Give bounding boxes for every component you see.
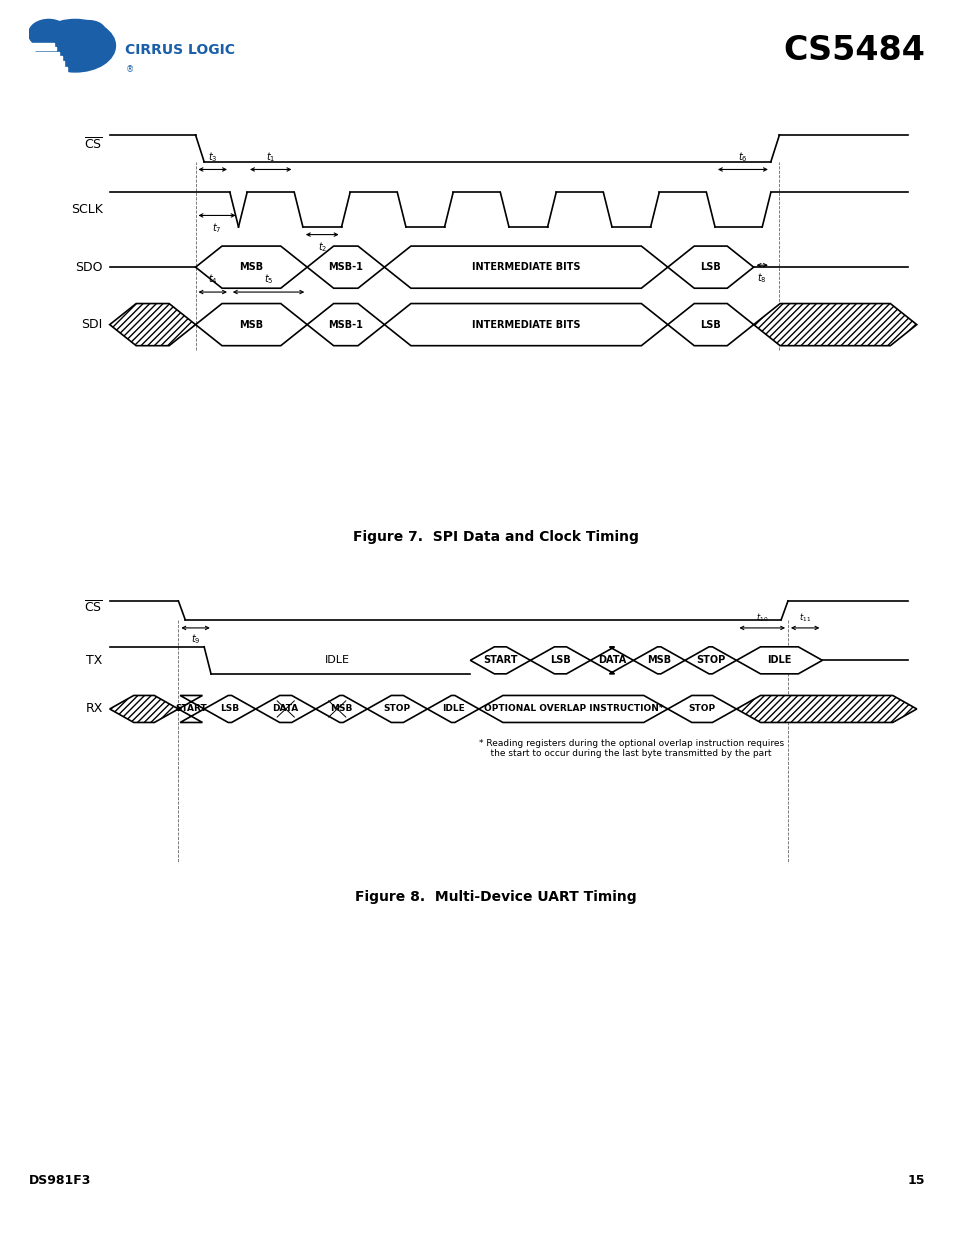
Polygon shape: [590, 647, 633, 674]
Text: DATA: DATA: [598, 656, 625, 666]
Polygon shape: [204, 695, 255, 722]
Text: INTERMEDIATE BITS: INTERMEDIATE BITS: [472, 262, 579, 272]
Text: 15: 15: [907, 1174, 924, 1187]
Text: MSB: MSB: [239, 262, 263, 272]
Text: STOP: STOP: [696, 656, 724, 666]
Polygon shape: [427, 695, 478, 722]
Polygon shape: [667, 695, 736, 722]
Text: $t_9$: $t_9$: [191, 632, 200, 646]
Polygon shape: [753, 304, 916, 346]
Text: LSB: LSB: [550, 656, 570, 666]
Text: LSB: LSB: [220, 704, 239, 714]
Ellipse shape: [71, 21, 106, 42]
Text: INTERMEDIATE BITS: INTERMEDIATE BITS: [472, 320, 579, 330]
Polygon shape: [255, 695, 315, 722]
Polygon shape: [384, 304, 667, 346]
Text: DS981F3: DS981F3: [29, 1174, 91, 1187]
Polygon shape: [667, 304, 753, 346]
Polygon shape: [307, 304, 384, 346]
Text: Figure 7.  SPI Data and Clock Timing: Figure 7. SPI Data and Clock Timing: [353, 530, 639, 543]
Polygon shape: [195, 304, 307, 346]
Polygon shape: [195, 246, 307, 288]
Text: $t_8$: $t_8$: [757, 270, 766, 285]
Polygon shape: [315, 695, 367, 722]
Text: Figure 8.  Multi-Device UART Timing: Figure 8. Multi-Device UART Timing: [355, 890, 637, 904]
Text: $t_7$: $t_7$: [212, 221, 222, 235]
Text: $\overline{\rm CS}$: $\overline{\rm CS}$: [84, 600, 103, 615]
Text: $t_5$: $t_5$: [263, 273, 274, 287]
Text: OPTIONAL OVERLAP INSTRUCTION*: OPTIONAL OVERLAP INSTRUCTION*: [483, 704, 662, 714]
Text: $\overline{\rm CS}$: $\overline{\rm CS}$: [84, 137, 103, 152]
Text: IDLE: IDLE: [324, 656, 350, 666]
Text: STOP: STOP: [383, 704, 411, 714]
Text: STOP: STOP: [688, 704, 715, 714]
Polygon shape: [307, 246, 384, 288]
Text: MSB: MSB: [646, 656, 671, 666]
Text: RX: RX: [86, 703, 103, 715]
Text: IDLE: IDLE: [766, 656, 791, 666]
Text: DATA: DATA: [273, 704, 298, 714]
Polygon shape: [470, 647, 530, 674]
Text: $t_{10}$: $t_{10}$: [756, 611, 767, 624]
Text: MSB-1: MSB-1: [328, 262, 363, 272]
Text: START: START: [175, 704, 207, 714]
Text: LSB: LSB: [700, 320, 720, 330]
Text: $t_{11}$: $t_{11}$: [799, 611, 810, 624]
Text: $t_2$: $t_2$: [317, 241, 327, 254]
FancyBboxPatch shape: [30, 67, 67, 73]
Polygon shape: [478, 695, 667, 722]
Ellipse shape: [35, 20, 115, 72]
Polygon shape: [110, 304, 195, 346]
Text: IDLE: IDLE: [441, 704, 464, 714]
Polygon shape: [178, 695, 204, 722]
Text: START: START: [482, 656, 517, 666]
Text: SDO: SDO: [75, 261, 103, 274]
Polygon shape: [667, 246, 753, 288]
Polygon shape: [633, 647, 684, 674]
Text: MSB-1: MSB-1: [328, 320, 363, 330]
Text: SDI: SDI: [82, 319, 103, 331]
Ellipse shape: [29, 20, 69, 48]
Text: MSB: MSB: [330, 704, 353, 714]
Text: $t_3$: $t_3$: [208, 149, 217, 164]
Text: TX: TX: [87, 653, 103, 667]
Polygon shape: [384, 246, 667, 288]
Polygon shape: [367, 695, 427, 722]
FancyBboxPatch shape: [30, 62, 64, 65]
Text: MSB: MSB: [239, 320, 263, 330]
FancyBboxPatch shape: [30, 57, 62, 61]
Text: $t_1$: $t_1$: [266, 149, 275, 164]
FancyBboxPatch shape: [30, 52, 59, 56]
Text: SCLK: SCLK: [71, 204, 103, 216]
Text: $t_6$: $t_6$: [738, 149, 747, 164]
Text: * Reading registers during the optional overlap instruction requires
    the sta: * Reading registers during the optional …: [478, 739, 783, 758]
FancyBboxPatch shape: [30, 47, 56, 51]
FancyBboxPatch shape: [30, 43, 53, 46]
Text: ®: ®: [126, 65, 133, 74]
Text: CS5484: CS5484: [782, 35, 924, 67]
Text: CIRRUS LOGIC: CIRRUS LOGIC: [126, 43, 235, 58]
Polygon shape: [530, 647, 590, 674]
Polygon shape: [684, 647, 736, 674]
Polygon shape: [736, 647, 821, 674]
Text: $t_4$: $t_4$: [208, 273, 217, 287]
Text: LSB: LSB: [700, 262, 720, 272]
Polygon shape: [110, 695, 178, 722]
Polygon shape: [736, 695, 916, 722]
